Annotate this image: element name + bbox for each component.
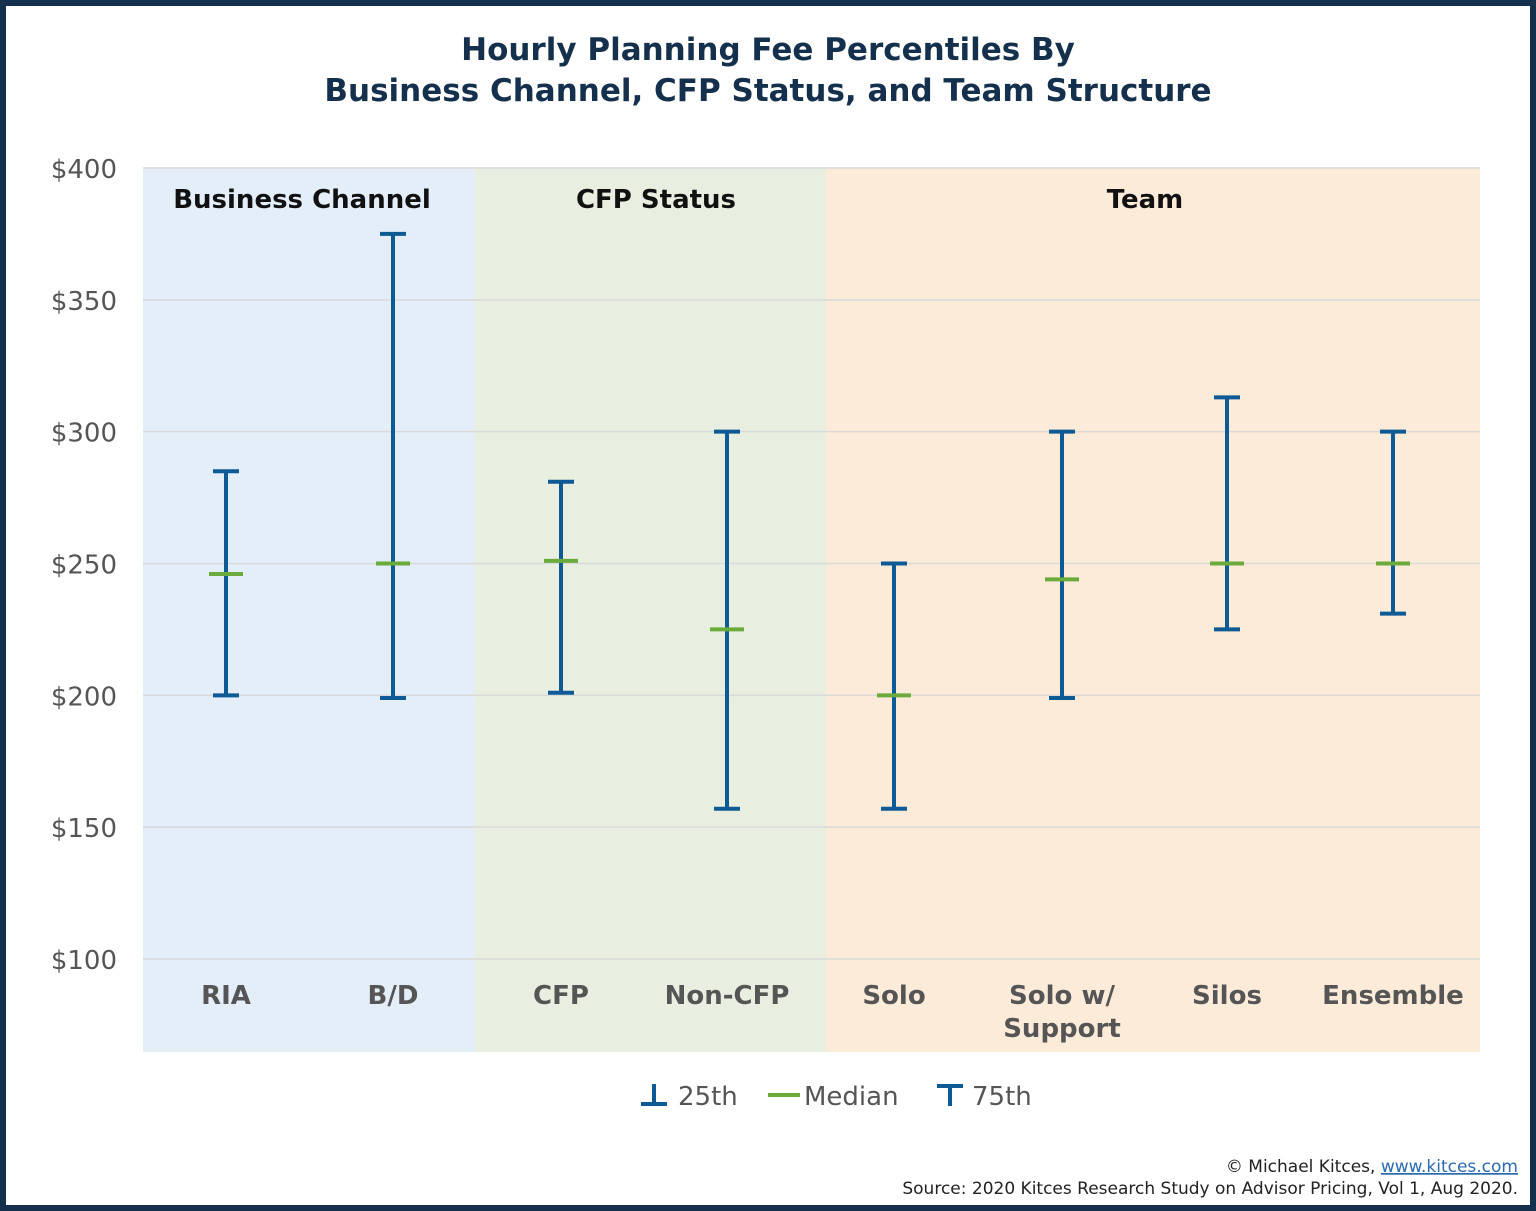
chart-title-line: Hourly Planning Fee Percentiles By <box>461 32 1075 68</box>
group-label: Business Channel <box>173 185 431 215</box>
chart-title-line: Business Channel, CFP Status, and Team S… <box>324 73 1211 109</box>
category-label: Silos <box>1192 981 1262 1011</box>
category-label: B/D <box>368 981 419 1011</box>
category-label: Support <box>1003 1014 1121 1044</box>
kitces-link[interactable]: www.kitces.com <box>1381 1157 1518 1177</box>
group-background-2 <box>826 168 1480 1052</box>
y-tick-label: $300 <box>51 419 117 449</box>
category-label: Solo <box>862 981 925 1011</box>
category-label: RIA <box>201 981 251 1011</box>
legend-label-75th: 75th <box>972 1082 1032 1112</box>
y-tick-label: $400 <box>51 155 117 185</box>
footer-copyright: © Michael Kitces, www.kitces.com <box>1226 1157 1518 1177</box>
copyright-text: © Michael Kitces, <box>1226 1157 1381 1177</box>
y-tick-label: $250 <box>51 551 117 581</box>
footer-source: Source: 2020 Kitces Research Study on Ad… <box>902 1179 1518 1199</box>
y-tick-label: $100 <box>51 946 117 976</box>
y-tick-label: $350 <box>51 287 117 317</box>
group-label: Team <box>1107 185 1184 215</box>
legend-label-median: Median <box>804 1082 899 1112</box>
group-label: CFP Status <box>576 185 736 215</box>
category-label: Non-CFP <box>665 981 790 1011</box>
y-tick-label: $200 <box>51 682 117 712</box>
legend-label-25th: 25th <box>678 1082 738 1112</box>
group-background-1 <box>475 168 826 1052</box>
group-background-0 <box>143 168 475 1052</box>
y-tick-label: $150 <box>51 814 117 844</box>
category-label: Ensemble <box>1322 981 1464 1011</box>
category-label: Solo w/ <box>1009 981 1115 1011</box>
category-label: CFP <box>533 981 589 1011</box>
